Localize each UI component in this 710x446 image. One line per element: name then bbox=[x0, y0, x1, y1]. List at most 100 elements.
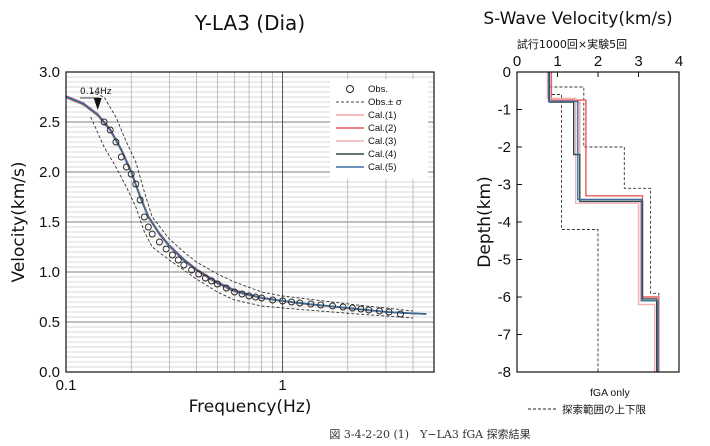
y-tick-label: 0 bbox=[503, 64, 511, 81]
observed-point bbox=[117, 153, 125, 161]
y-tick-label: -5 bbox=[498, 252, 511, 269]
sigma-band bbox=[90, 91, 414, 319]
observed-point bbox=[155, 238, 163, 246]
legend-label: Obs. bbox=[368, 84, 388, 95]
observed-point bbox=[365, 306, 373, 314]
left-legend: Obs. Obs.± σ Cal.(1) Cal.(2) Cal.(3) Cal.(4) C… bbox=[330, 79, 428, 179]
observed-point bbox=[195, 270, 203, 278]
x-tick-label: 0 bbox=[513, 53, 521, 70]
left-chart-title: Y-LA3 (Dia) bbox=[194, 11, 305, 35]
y-tick-label: 1.5 bbox=[39, 214, 60, 231]
observed-point bbox=[132, 180, 140, 188]
observed-point bbox=[168, 251, 176, 259]
observed-point bbox=[396, 310, 404, 318]
velocity-profiles bbox=[546, 72, 660, 372]
velocity-profile-line bbox=[550, 72, 660, 372]
legend-label: Obs.± σ bbox=[368, 97, 402, 108]
observed-point bbox=[174, 256, 182, 264]
legend-box bbox=[330, 79, 428, 179]
y-tick-label: -1 bbox=[498, 102, 511, 119]
annotation-label: 0.14Hz bbox=[80, 87, 112, 97]
observed-point bbox=[222, 284, 230, 292]
search-lower-bound bbox=[548, 72, 599, 372]
left-y-axis-label: Velocity(km/s) bbox=[9, 162, 29, 283]
legend-label: Cal.(4) bbox=[368, 149, 397, 160]
search-range-bounds bbox=[548, 72, 660, 372]
x-tick-label: 0.1 bbox=[56, 377, 77, 394]
obs-minus-sigma-line bbox=[90, 116, 414, 319]
annotation-arrow bbox=[93, 98, 102, 110]
observed-point bbox=[288, 298, 296, 306]
observed-point bbox=[140, 213, 148, 221]
x-tick-label: 1 bbox=[278, 377, 286, 394]
observed-point bbox=[144, 223, 152, 231]
x-tick-label: 3 bbox=[634, 53, 642, 70]
observed-point bbox=[307, 300, 315, 308]
left-y-tick-labels: 0.0 0.5 1.0 1.5 2.0 2.5 3.0 bbox=[39, 64, 60, 381]
left-x-axis-label: Frequency(Hz) bbox=[189, 397, 312, 417]
observed-point bbox=[339, 303, 347, 311]
y-tick-label: 0.0 bbox=[39, 364, 60, 381]
observed-point bbox=[188, 266, 196, 274]
observed-point bbox=[136, 196, 144, 204]
frequency-annotation: 0.14Hz bbox=[80, 87, 112, 110]
legend-marker bbox=[346, 85, 354, 93]
obs-plus-sigma-line bbox=[90, 91, 414, 312]
observed-point bbox=[122, 163, 130, 171]
dispersion-chart: Y-LA3 (Dia) 0.00.51.01.52.02.53.0 0.1 1 V… bbox=[9, 11, 435, 417]
observed-points bbox=[100, 118, 404, 318]
observed-point bbox=[329, 302, 336, 310]
observed-point bbox=[106, 126, 114, 134]
y-tick-label: 2.5 bbox=[39, 114, 60, 131]
y-tick-label: -3 bbox=[498, 177, 511, 194]
right-y-tick-labels: 0 -1 -2 -3 -4 -5 -6 -7 -8 bbox=[498, 64, 522, 381]
legend-label: Cal.(1) bbox=[368, 110, 397, 121]
observed-point bbox=[148, 230, 156, 238]
right-x-tick-labels: 0 1 2 3 4 bbox=[513, 53, 683, 77]
velocity-profile-line bbox=[547, 72, 659, 372]
observed-point bbox=[100, 118, 108, 126]
left-x-tick-labels: 0.1 1 bbox=[56, 377, 287, 394]
left-plot-frame bbox=[65, 71, 435, 373]
observed-point bbox=[385, 308, 393, 316]
right-legend: fGA only 探索範囲の上下限 bbox=[528, 387, 646, 416]
observed-point bbox=[317, 301, 325, 309]
y-tick-label: 2.0 bbox=[39, 164, 60, 181]
figure-caption: 図 3-4-2-20 (1) Y−LA3 fGA 探索結果 bbox=[329, 427, 530, 441]
legend-label: Cal.(2) bbox=[368, 123, 397, 134]
observed-point bbox=[231, 288, 238, 296]
search-upper-bound bbox=[548, 72, 660, 372]
y-tick-label: -7 bbox=[498, 327, 511, 344]
observed-point bbox=[208, 277, 216, 285]
y-tick-label: 1.0 bbox=[39, 264, 60, 281]
y-tick-label: 0.5 bbox=[39, 314, 60, 331]
y-tick-label: -6 bbox=[498, 289, 511, 306]
observed-point bbox=[357, 305, 365, 313]
y-tick-label: -4 bbox=[498, 214, 511, 231]
observed-point bbox=[213, 280, 221, 288]
observed-point bbox=[112, 138, 120, 146]
observed-point bbox=[238, 290, 246, 298]
y-tick-label: -8 bbox=[498, 364, 511, 381]
observed-point bbox=[180, 261, 188, 269]
legend-label: Cal.(3) bbox=[368, 136, 397, 147]
x-tick-label: 1 bbox=[553, 53, 561, 70]
observed-point bbox=[296, 299, 304, 307]
observed-point bbox=[258, 294, 266, 302]
observed-point bbox=[376, 307, 383, 315]
right-chart-subtitle: 試行1000回×実験5回 bbox=[517, 37, 627, 51]
observed-point bbox=[201, 274, 209, 282]
observed-point bbox=[245, 292, 253, 300]
velocity-profile-line bbox=[548, 72, 658, 372]
right-y-axis-label: Depth(km) bbox=[475, 176, 495, 267]
observed-point bbox=[269, 296, 277, 304]
observed-point bbox=[162, 245, 170, 253]
legend-label: Cal.(5) bbox=[368, 162, 397, 173]
observed-point bbox=[127, 170, 135, 178]
velocity-profile-line bbox=[546, 72, 656, 372]
x-tick-label: 2 bbox=[594, 53, 602, 70]
legend-fga-only: fGA only bbox=[590, 387, 630, 399]
x-tick-label: 4 bbox=[675, 53, 683, 70]
legend-search-range: 探索範囲の上下限 bbox=[562, 403, 646, 416]
y-tick-label: 3.0 bbox=[39, 64, 60, 81]
